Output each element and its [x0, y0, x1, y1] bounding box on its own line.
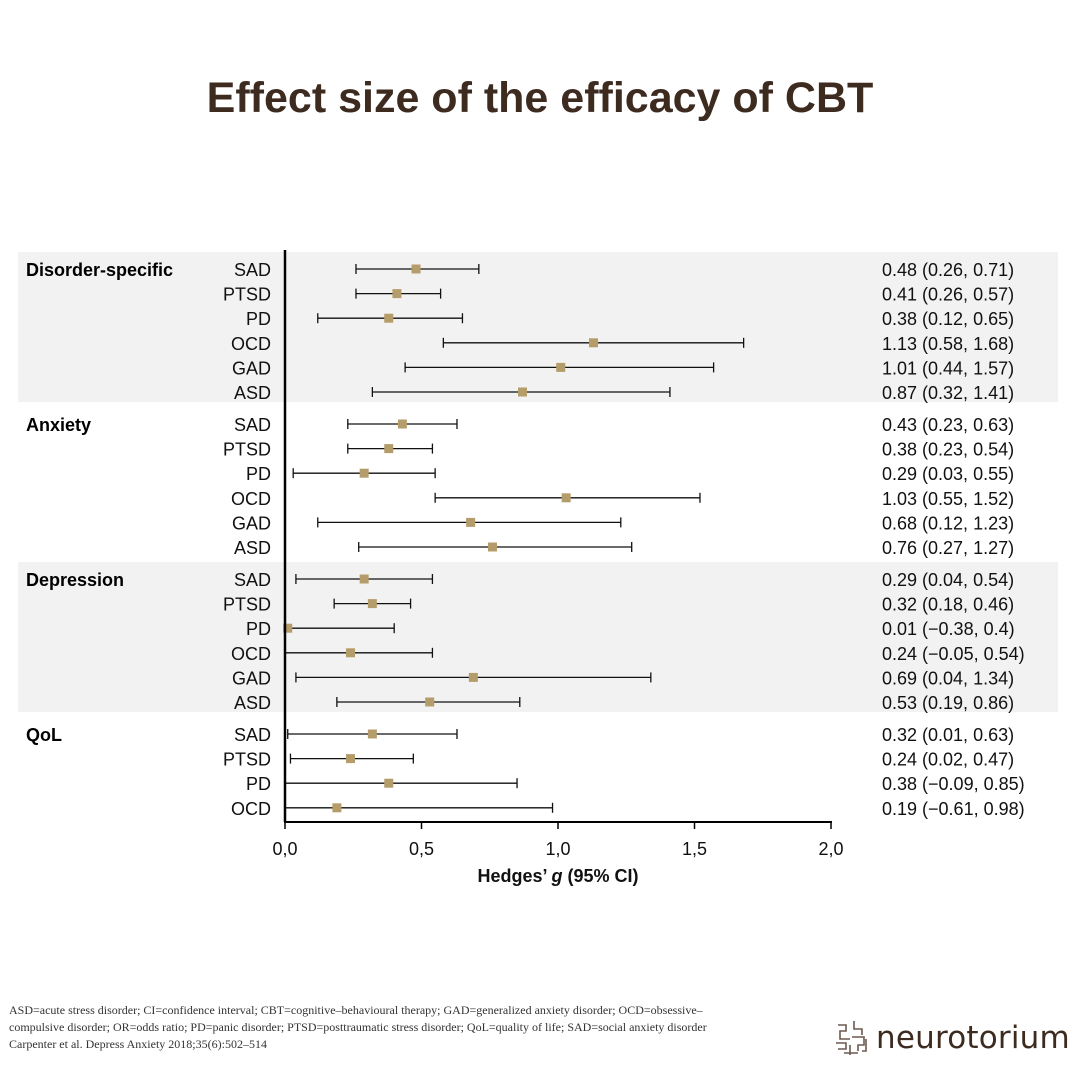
footnote: ASD=acute stress disorder; CI=confidence… [9, 1002, 739, 1053]
effect-text-depression-gad: 0.69 (0.04, 1.34) [882, 668, 1014, 688]
point-estimate-anxiety-ptsd [384, 444, 394, 454]
group-band-disorder-specific [18, 252, 1058, 402]
row-label-disorder-specific-asd: ASD [234, 383, 271, 403]
point-estimate-qol-sad [367, 729, 377, 739]
page-title: Effect size of the efficacy of CBT [206, 74, 874, 122]
group-label-disorder-specific: Disorder-specific [26, 260, 173, 280]
effect-text-qol-pd: 0.38 (−0.09, 0.85) [882, 774, 1025, 794]
row-label-depression-sad: SAD [234, 570, 271, 590]
point-estimate-anxiety-asd [487, 542, 497, 552]
effect-text-disorder-specific-ptsd: 0.41 (0.26, 0.57) [882, 285, 1014, 305]
row-label-depression-gad: GAD [232, 668, 271, 688]
row-label-depression-pd: PD [246, 619, 271, 639]
row-label-disorder-specific-gad: GAD [232, 358, 271, 378]
effect-text-depression-pd: 0.01 (−0.38, 0.4) [882, 619, 1015, 639]
logo: neurotorium [832, 1016, 1070, 1060]
effect-text-depression-asd: 0.53 (0.19, 0.86) [882, 693, 1014, 713]
forest-plot: Disorder-specific SAD 0.48 (0.26, 0.71) PTS… [18, 250, 1058, 886]
row-label-qol-ptsd: PTSD [223, 750, 271, 770]
point-estimate-depression-pd [283, 623, 293, 633]
effect-text-depression-sad: 0.29 (0.04, 0.54) [882, 570, 1014, 590]
x-tick-label-0: 0,0 [272, 839, 297, 859]
x-axis-label: Hedges’ g (95% CI) [477, 866, 638, 886]
row-label-qol-pd: PD [246, 774, 271, 794]
row-label-depression-ocd: OCD [231, 644, 271, 664]
row-label-anxiety-pd: PD [246, 464, 271, 484]
effect-text-disorder-specific-gad: 1.01 (0.44, 1.57) [882, 358, 1014, 378]
effect-text-disorder-specific-sad: 0.48 (0.26, 0.71) [882, 260, 1014, 280]
x-tick-label-1: 0,5 [409, 839, 434, 859]
x-tick-label-3: 1,5 [682, 839, 707, 859]
footnote-abbreviations: ASD=acute stress disorder; CI=confidence… [9, 1003, 707, 1034]
row-label-qol-sad: SAD [234, 725, 271, 745]
logo-text: neurotorium [876, 1020, 1070, 1056]
point-estimate-depression-sad [359, 574, 369, 584]
point-estimate-disorder-specific-ptsd [392, 289, 402, 299]
row-label-qol-ocd: OCD [231, 799, 271, 819]
point-estimate-disorder-specific-ocd [588, 338, 598, 348]
effect-text-anxiety-asd: 0.76 (0.27, 1.27) [882, 538, 1014, 558]
row-label-anxiety-ptsd: PTSD [223, 440, 271, 460]
row-label-anxiety-ocd: OCD [231, 489, 271, 509]
point-estimate-disorder-specific-sad [411, 264, 421, 274]
effect-text-disorder-specific-ocd: 1.13 (0.58, 1.68) [882, 334, 1014, 354]
point-estimate-disorder-specific-pd [384, 313, 394, 323]
row-label-disorder-specific-pd: PD [246, 309, 271, 329]
effect-text-disorder-specific-asd: 0.87 (0.32, 1.41) [882, 383, 1014, 403]
x-tick-label-4: 2,0 [818, 839, 843, 859]
effect-text-anxiety-ptsd: 0.38 (0.23, 0.54) [882, 440, 1014, 460]
row-label-disorder-specific-sad: SAD [234, 260, 271, 280]
row-label-disorder-specific-ocd: OCD [231, 334, 271, 354]
point-estimate-anxiety-sad [397, 419, 407, 429]
row-label-anxiety-gad: GAD [232, 513, 271, 533]
point-estimate-anxiety-gad [466, 517, 476, 527]
point-estimate-depression-ocd [346, 648, 356, 658]
group-label-depression: Depression [26, 570, 124, 590]
x-tick-label-2: 1,0 [545, 839, 570, 859]
point-estimate-qol-ocd [332, 803, 342, 813]
point-estimate-depression-asd [425, 697, 435, 707]
effect-text-disorder-specific-pd: 0.38 (0.12, 0.65) [882, 309, 1014, 329]
group-label-qol: QoL [26, 725, 62, 745]
effect-text-depression-ptsd: 0.32 (0.18, 0.46) [882, 595, 1014, 615]
effect-text-anxiety-gad: 0.68 (0.12, 1.23) [882, 513, 1014, 533]
point-estimate-depression-gad [468, 672, 478, 682]
point-estimate-disorder-specific-gad [556, 362, 566, 372]
point-estimate-qol-pd [384, 778, 394, 788]
effect-text-qol-ptsd: 0.24 (0.02, 0.47) [882, 750, 1014, 770]
group-label-anxiety: Anxiety [26, 415, 91, 435]
row-label-anxiety-asd: ASD [234, 538, 271, 558]
row-label-disorder-specific-ptsd: PTSD [223, 285, 271, 305]
effect-text-qol-ocd: 0.19 (−0.61, 0.98) [882, 799, 1025, 819]
effect-text-anxiety-pd: 0.29 (0.03, 0.55) [882, 464, 1014, 484]
effect-text-qol-sad: 0.32 (0.01, 0.63) [882, 725, 1014, 745]
footnote-citation: Carpenter et al. Depress Anxiety 2018;35… [9, 1037, 267, 1051]
effect-text-anxiety-ocd: 1.03 (0.55, 1.52) [882, 489, 1014, 509]
point-estimate-disorder-specific-asd [518, 387, 528, 397]
effect-text-depression-ocd: 0.24 (−0.05, 0.54) [882, 644, 1025, 664]
row-label-anxiety-sad: SAD [234, 415, 271, 435]
effect-text-anxiety-sad: 0.43 (0.23, 0.63) [882, 415, 1014, 435]
row-label-depression-asd: ASD [234, 693, 271, 713]
point-estimate-anxiety-ocd [561, 493, 571, 503]
point-estimate-qol-ptsd [346, 754, 356, 764]
point-estimate-depression-ptsd [367, 599, 377, 609]
brain-maze-icon [836, 1021, 867, 1055]
point-estimate-anxiety-pd [359, 468, 369, 478]
group-band-depression [18, 562, 1058, 712]
row-label-depression-ptsd: PTSD [223, 595, 271, 615]
